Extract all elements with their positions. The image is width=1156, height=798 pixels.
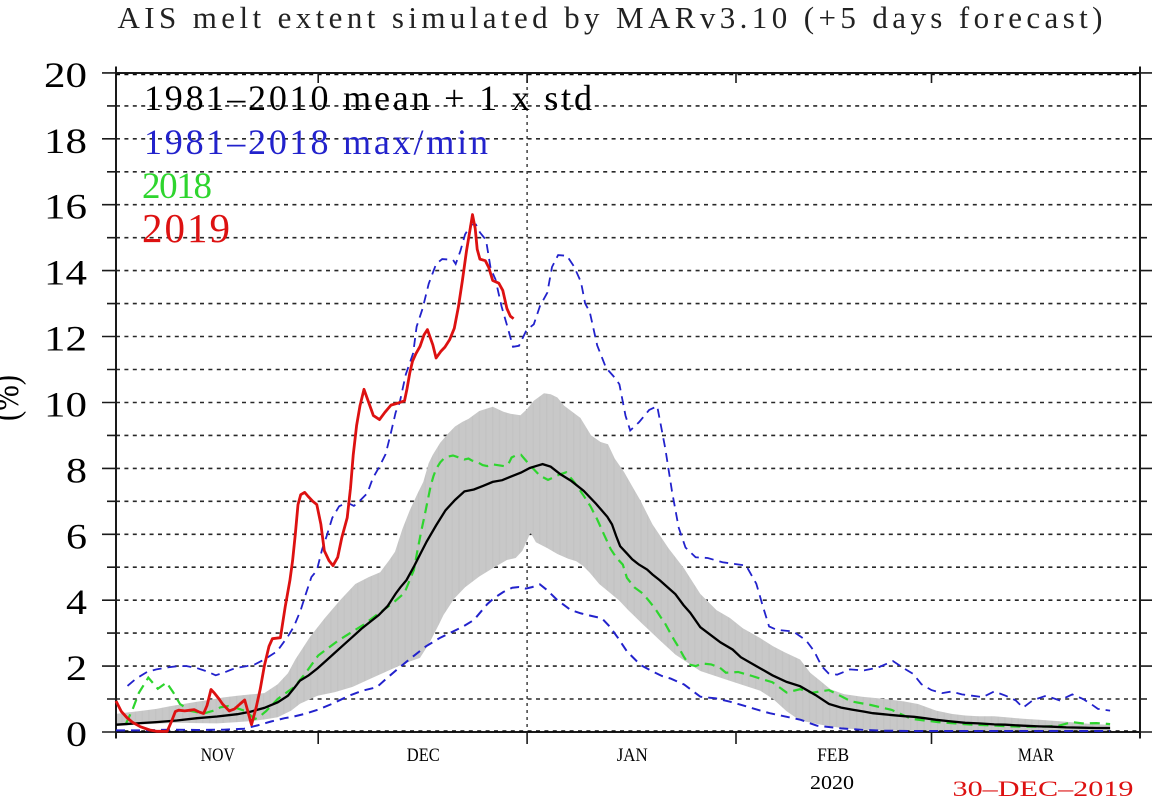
- svg-text:14: 14: [44, 253, 87, 293]
- svg-text:2020: 2020: [810, 772, 854, 794]
- svg-text:8: 8: [66, 450, 87, 490]
- svg-text:0: 0: [66, 714, 87, 754]
- svg-text:20: 20: [44, 55, 87, 95]
- svg-text:16: 16: [44, 187, 87, 227]
- svg-text:30–DEC–2019: 30–DEC–2019: [953, 776, 1134, 798]
- svg-text:DEC: DEC: [407, 745, 440, 766]
- svg-text:18: 18: [44, 121, 87, 161]
- svg-text:1981–2010 mean + 1 x std: 1981–2010 mean + 1 x std: [144, 78, 592, 118]
- svg-text:FEB: FEB: [817, 745, 849, 766]
- svg-text:2: 2: [66, 648, 87, 688]
- svg-text:1981–2018 max/min: 1981–2018 max/min: [144, 122, 488, 162]
- svg-text:6: 6: [66, 516, 87, 556]
- svg-text:2018: 2018: [142, 166, 212, 207]
- svg-text:10: 10: [44, 385, 87, 425]
- svg-text:12: 12: [44, 319, 87, 359]
- svg-text:4: 4: [66, 582, 87, 622]
- svg-text:MAR: MAR: [1018, 745, 1054, 766]
- svg-text:(%): (%): [0, 375, 27, 421]
- svg-text:NOV: NOV: [201, 745, 235, 766]
- svg-text:AIS melt extent simulated by M: AIS melt extent simulated by MARv3.10 (+…: [118, 0, 1103, 35]
- svg-text:JAN: JAN: [617, 745, 648, 766]
